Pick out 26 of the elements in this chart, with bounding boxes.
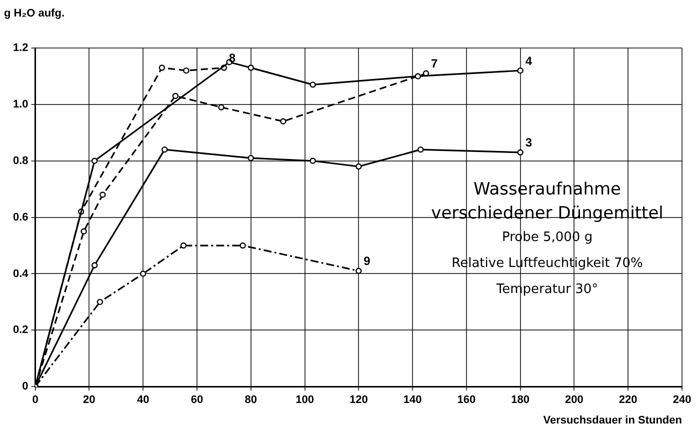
x-tick-label: 80 [244,394,257,406]
x-axis-title: Versuchsdauer in Stunden [543,414,682,426]
series-label: 4 [525,54,532,68]
y-tick-label: 0.2 [12,324,28,336]
y-tick-label: 1.2 [12,42,28,54]
y-tick-label: 1.0 [12,98,28,110]
x-tick-label: 0 [32,394,38,406]
x-tick-label: 20 [83,394,96,406]
x-tick-label: 100 [296,394,314,406]
y-tick-label: 0.4 [12,268,30,280]
y-tick-label: 0.6 [12,211,28,224]
x-tick-label: 220 [618,394,638,406]
x-tick-label: 60 [190,394,204,406]
y-axis-title: g H₂O aufg. [4,8,64,20]
y-tick-label: 0 [22,380,28,393]
x-tick-label: 200 [565,394,584,406]
series-label: 7 [431,56,438,71]
x-tick-label: 120 [349,394,368,406]
series-label: 3 [525,136,532,150]
x-tick-label: 240 [672,394,692,406]
x-tick-label: 140 [403,394,422,406]
x-tick-label: 40 [136,394,150,406]
x-tick-label: 180 [511,394,530,406]
x-tick-label: 160 [457,394,476,406]
y-tick-label: 0.8 [12,154,28,167]
series-label: 9 [364,254,371,268]
